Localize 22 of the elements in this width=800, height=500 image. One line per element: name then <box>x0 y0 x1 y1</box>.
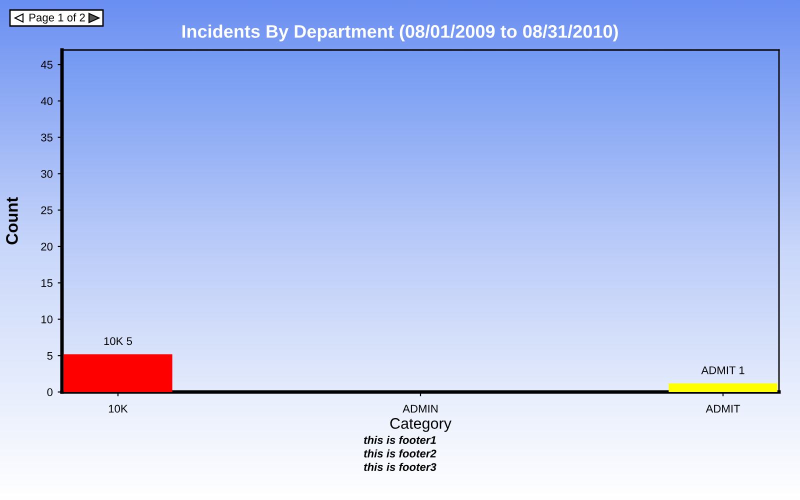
y-tick-label: 10 <box>41 316 53 324</box>
y-tick-label: 25 <box>41 206 53 214</box>
x-tick-label: 10K <box>108 404 128 413</box>
x-tick-label: ADMIT <box>706 404 740 413</box>
y-axis-title: Count <box>6 197 18 244</box>
x-axis-title: Category <box>390 418 452 432</box>
y-tick-label: 15 <box>41 279 53 287</box>
text: this is footer3 <box>364 462 436 471</box>
text: this is footer2 <box>364 449 436 458</box>
y-tick-label: 0 <box>47 388 53 396</box>
y-tick-label: 20 <box>41 242 53 251</box>
text: this is footer1 <box>364 436 436 444</box>
y-tick-label: 40 <box>40 97 53 106</box>
text: Page 1 of 2 <box>29 13 85 24</box>
y-tick-label: 35 <box>41 134 53 142</box>
y-tick-label: 5 <box>47 352 53 360</box>
data-label: ADMIT 1 <box>701 366 744 374</box>
x-tick-label: ADMIN <box>402 404 438 413</box>
y-tick-label: 45 <box>40 60 53 69</box>
y-tick-label: 30 <box>41 170 53 178</box>
data-label: 10K 5 <box>104 337 132 346</box>
chart-title: Incidents By Department (08/01/2009 to 08/31/2010) <box>182 24 618 42</box>
